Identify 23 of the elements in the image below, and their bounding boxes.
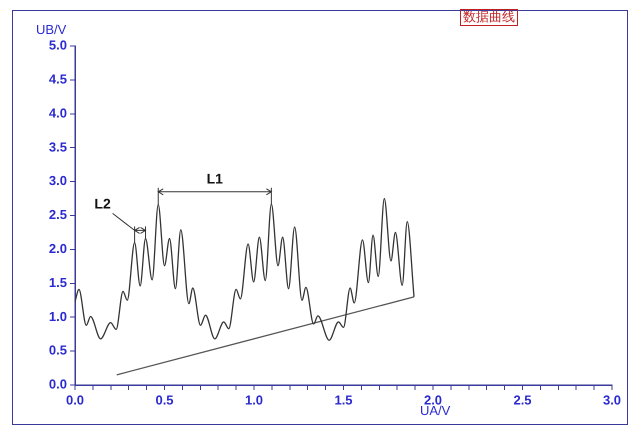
y-tick-label: 0.5: [48, 342, 67, 358]
y-tick-label: 1.5: [48, 274, 67, 290]
line-series: [74, 198, 415, 341]
x-tick-label: 1.0: [244, 392, 264, 408]
y-tick-label: 3.0: [48, 173, 67, 188]
annotation: L1: [206, 170, 224, 187]
x-axis-title: UA/V: [420, 403, 450, 418]
annotation: L2: [94, 195, 111, 212]
y-tick-label: 3.5: [48, 139, 67, 154]
chart-title: 数据曲线: [460, 9, 518, 26]
x-tick-label: 2.5: [513, 392, 532, 408]
x-tick-label: 0.0: [66, 392, 84, 408]
y-tick-label: 1.0: [48, 308, 67, 324]
y-tick-label: 4.5: [48, 71, 67, 86]
y-tick-label: 4.0: [48, 105, 67, 120]
y-axis-title: UB/V: [36, 22, 66, 37]
x-tick-label: 0.5: [155, 392, 174, 408]
y-tick-label: 5.0: [48, 38, 67, 53]
y-tick-label: 2.5: [48, 207, 67, 222]
y-tick-label: 2.0: [48, 240, 67, 256]
y-tick-label: 0.0: [48, 376, 67, 392]
x-tick-label: 1.5: [334, 392, 353, 408]
x-tick-label: 3.0: [602, 392, 622, 408]
